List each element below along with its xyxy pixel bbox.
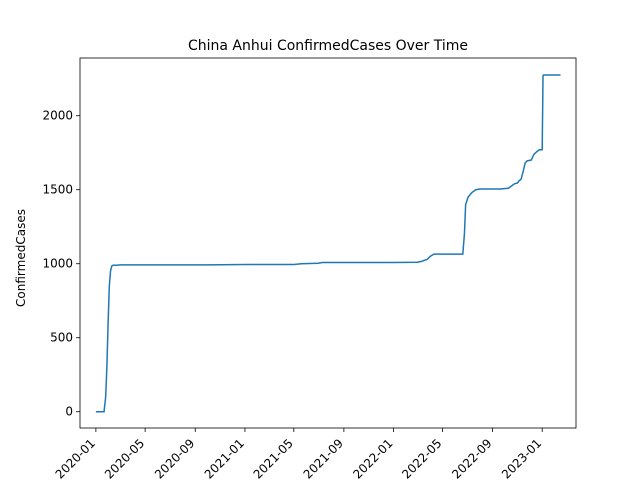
x-tick-label: 2020-09 [152,436,197,480]
x-tick-label: 2023-01 [499,436,544,480]
y-axis: 0 500 1000 1500 2000 [42,109,80,419]
plot-frame [79,57,577,429]
x-tick-label: 2021-01 [202,436,247,480]
y-tick-label: 0 [65,405,73,419]
y-tick-label: 2000 [42,109,73,123]
x-tick-label: 2020-01 [53,436,98,480]
x-tick-label: 2022-05 [399,436,444,480]
x-axis: 2020-01 2020-05 2020-09 2021-01 2021-05 2021-… [53,428,544,480]
series-line [95,74,561,413]
x-tick-label: 2021-05 [251,436,296,480]
x-tick-label: 2022-01 [350,436,395,480]
x-tick-label: 2020-05 [102,436,147,480]
y-tick-label: 1000 [42,257,73,271]
x-tick-label: 2022-09 [449,436,494,480]
y-tick-label: 1500 [42,183,73,197]
y-tick-label: 500 [50,331,73,345]
y-axis-label: ConfirmedCases [14,209,28,307]
chart-title: China Anhui ConfirmedCases Over Time [188,38,468,54]
x-tick-label: 2021-09 [301,436,346,480]
